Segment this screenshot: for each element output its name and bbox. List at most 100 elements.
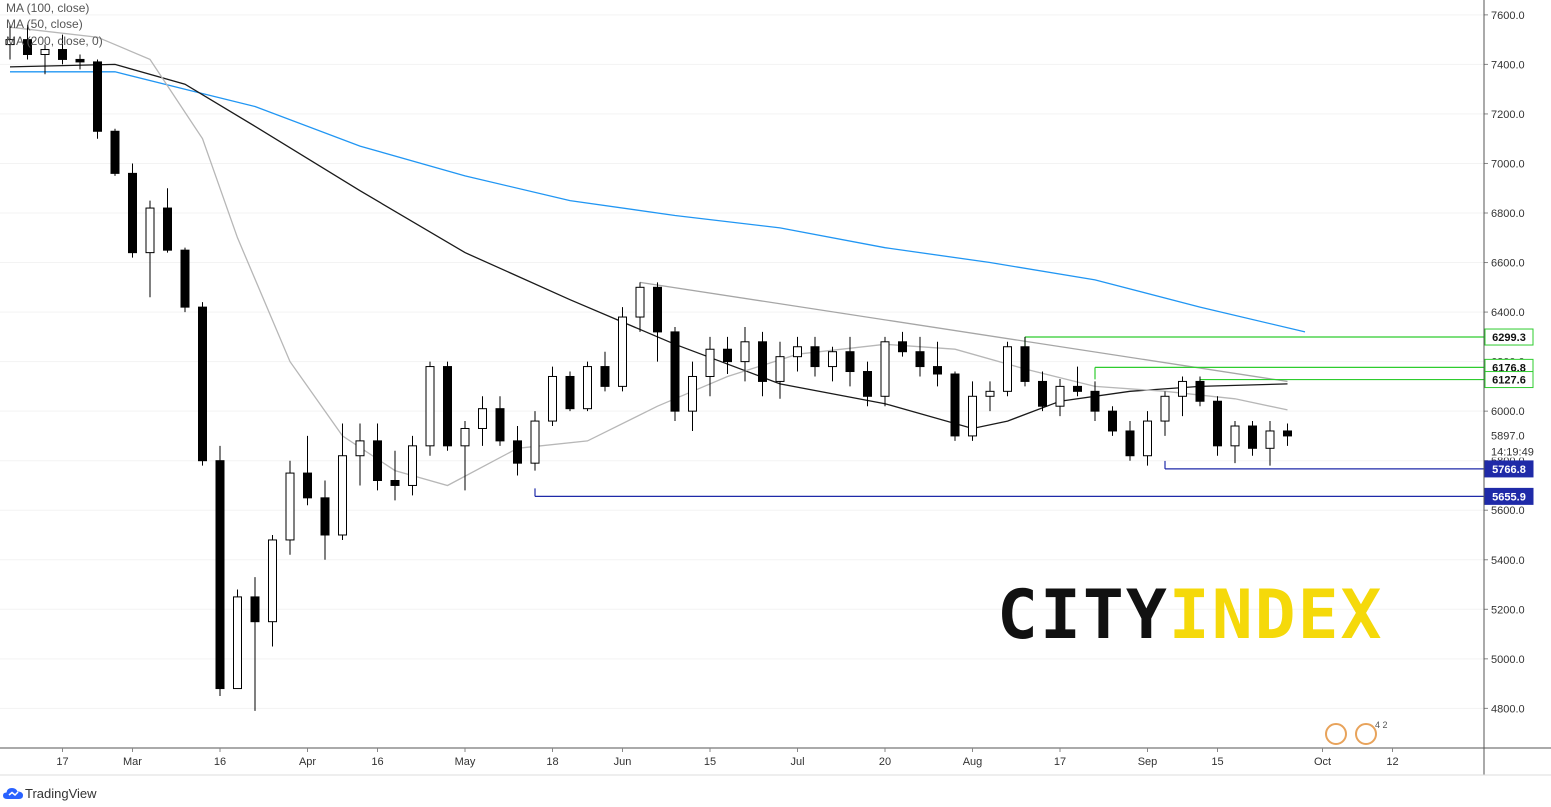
logo-index: INDEX (1168, 576, 1384, 655)
candle-body (880, 341, 890, 397)
candle-body (1283, 430, 1292, 437)
candle-body (898, 341, 907, 353)
candle-body (583, 366, 592, 410)
candle-body (758, 341, 767, 382)
candle-body (670, 331, 680, 412)
candle-body (390, 480, 400, 486)
y-tick-label: 6800.0 (1491, 208, 1525, 220)
candle-body (915, 351, 925, 368)
current-price-label: 5897.0 (1491, 431, 1525, 443)
candle-body (1038, 380, 1047, 407)
candle-body (1020, 346, 1030, 382)
candle-body (1125, 430, 1135, 457)
event-flags[interactable]: 4 2 (1325, 720, 1395, 748)
candle-body (1143, 420, 1152, 457)
candle-body (355, 440, 365, 457)
candle-body (1230, 425, 1240, 447)
candle-body (845, 351, 855, 373)
candle-body (705, 348, 715, 377)
y-tick-label: 7400.0 (1491, 59, 1525, 71)
candle-body (233, 596, 242, 690)
current-price-tag (1485, 427, 1545, 458)
descending-trendline (639, 281, 1288, 383)
candle-body (163, 207, 172, 251)
candle-body (75, 58, 85, 63)
legend-ma100[interactable]: MA (100, close) (6, 1, 90, 15)
candle-body (968, 395, 977, 437)
resistance-price-tag (1484, 371, 1534, 389)
candle-body (653, 286, 662, 333)
candle-body (373, 440, 382, 482)
candle-body (933, 366, 942, 375)
y-tick-label: 5000.0 (1491, 654, 1525, 666)
uk-flag-icon[interactable] (1325, 723, 1347, 745)
event-count: 4 2 (1375, 720, 1388, 730)
x-tick-label: 16 (371, 756, 383, 768)
candle-body (1178, 380, 1187, 397)
candle-body (1248, 425, 1257, 449)
candle-body (1195, 380, 1205, 402)
tradingview-cloud-icon (3, 788, 23, 799)
candle-body (338, 455, 347, 536)
uk-flag-icon[interactable] (1355, 723, 1377, 745)
y-tick-label: 6000.0 (1491, 406, 1525, 418)
y-tick-label: 6600.0 (1491, 258, 1525, 270)
candle-body (285, 472, 295, 541)
candle-body (180, 249, 190, 308)
legend-ma50[interactable]: MA (50, close) (6, 17, 83, 31)
y-tick-label: 7000.0 (1491, 158, 1525, 170)
footer: TradingView (0, 782, 300, 807)
candle-body (1055, 385, 1065, 407)
x-tick-label: 17 (56, 756, 68, 768)
y-tick-label: 6400.0 (1491, 307, 1525, 319)
ma-line (10, 71, 1306, 333)
candle-body (530, 420, 540, 464)
candle-body (1213, 400, 1222, 447)
y-tick-label: 5200.0 (1491, 604, 1525, 616)
support-price-tag (1484, 460, 1534, 478)
candle-body (1265, 430, 1275, 449)
candle-body (1003, 346, 1012, 392)
candle-body (985, 390, 995, 397)
price-level-lines (534, 281, 1484, 497)
legend-ma200[interactable]: MA (200, close, 0) (6, 34, 103, 48)
x-tick-label: 15 (704, 756, 716, 768)
candle-body (688, 375, 697, 412)
x-tick-label: Jun (614, 756, 632, 768)
city-index-logo: CITYINDEX (997, 582, 1383, 650)
resistance-price-tag (1484, 328, 1534, 346)
candle-body (810, 346, 820, 368)
x-tick-label: 20 (879, 756, 891, 768)
candle-body (723, 348, 732, 363)
y-tick-label: 7600.0 (1491, 10, 1525, 22)
candle-body (303, 472, 312, 499)
candle-body (40, 49, 50, 55)
candle-body (5, 39, 15, 46)
candle-body (863, 371, 872, 397)
x-tick-label: May (455, 756, 476, 768)
tradingview-brand[interactable]: TradingView (25, 786, 97, 801)
candle-body (740, 341, 750, 363)
candle-body (600, 366, 610, 387)
candle-body (548, 375, 557, 422)
x-tick-label: 17 (1054, 756, 1066, 768)
current-time-label: 14:19:49 (1491, 447, 1534, 459)
resistance-price-tag-label: 6299.3 (1492, 332, 1526, 344)
y-tick-label: 7200.0 (1491, 109, 1525, 121)
support-price-tag (1484, 487, 1534, 505)
candle-body (1090, 390, 1100, 412)
candle-body (775, 356, 785, 382)
resistance-price-tag-label: 6127.6 (1492, 375, 1526, 387)
price-tags: 6299.36176.86127.65766.85655.95897.014:1… (1484, 328, 1545, 505)
candle-body (495, 408, 505, 442)
candle-body (460, 427, 470, 447)
x-tick-label: Jul (790, 756, 804, 768)
candle-body (635, 286, 645, 318)
candle-body (1108, 410, 1117, 432)
x-tick-label: Mar (123, 756, 142, 768)
y-tick-label: 5400.0 (1491, 555, 1525, 567)
ma-line (9, 26, 1288, 487)
candle-body (320, 497, 330, 536)
x-tick-label: 16 (214, 756, 226, 768)
